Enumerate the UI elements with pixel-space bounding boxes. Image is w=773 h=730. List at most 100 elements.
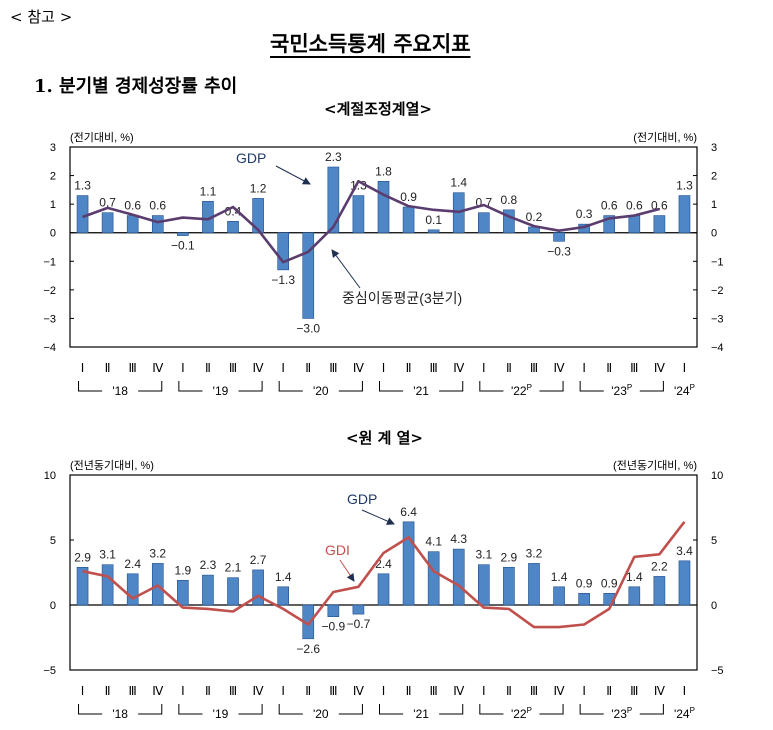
chart2-title: <원 계 열> xyxy=(346,429,423,447)
y-tick-right: −4 xyxy=(711,342,724,354)
year-bracket xyxy=(479,381,504,392)
x-tick-quarter: Ⅱ xyxy=(506,361,512,375)
x-tick-quarter: Ⅲ xyxy=(630,361,638,375)
x-tick-quarter: Ⅱ xyxy=(205,361,211,375)
x-year-label: '24P xyxy=(674,706,695,721)
chart1-title: <계절조정계열> xyxy=(324,100,432,118)
section-heading: 1. 분기별 경제성장률 추이 xyxy=(34,76,238,97)
x-tick-quarter: Ⅱ xyxy=(406,684,412,698)
data-label: 1.4 xyxy=(626,570,643,584)
bar-gdp xyxy=(678,560,691,606)
y-tick-right: 0 xyxy=(711,228,717,240)
bar-gdp xyxy=(427,229,440,234)
preliminary-mark: P xyxy=(627,383,632,392)
x-year-label: '22P xyxy=(511,383,532,398)
year-bracket xyxy=(539,381,564,392)
data-label: 1.1 xyxy=(200,184,217,198)
bar-gdp xyxy=(227,220,239,234)
data-label: 3.1 xyxy=(99,548,116,562)
bar-gdp xyxy=(653,215,666,234)
y-tick-right: 10 xyxy=(711,470,723,482)
x-tick-quarter: Ⅱ xyxy=(606,361,612,375)
data-label: 4.1 xyxy=(425,535,442,549)
data-label: 2.1 xyxy=(225,561,242,575)
data-label: 0.1 xyxy=(425,213,442,227)
year-bracket xyxy=(439,704,464,715)
x-tick-quarter: Ⅰ xyxy=(81,361,85,375)
x-tick-quarter: Ⅳ xyxy=(654,361,665,375)
y-tick-left: −5 xyxy=(43,665,56,677)
x-tick-quarter: Ⅳ xyxy=(253,684,264,698)
data-label: 1.8 xyxy=(375,164,392,178)
data-label: 1.2 xyxy=(250,181,267,195)
plot-frame xyxy=(69,474,698,671)
x-tick-quarter: Ⅱ xyxy=(406,361,412,375)
x-tick-quarter: Ⅲ xyxy=(630,684,638,698)
annotation-arrow xyxy=(331,249,361,289)
x-tick-quarter: Ⅱ xyxy=(506,684,512,698)
data-label: 2.9 xyxy=(74,550,91,564)
y-tick-right: 0 xyxy=(711,600,717,612)
y-tick-right: −5 xyxy=(711,665,724,677)
y-tick-right: −3 xyxy=(711,313,724,325)
x-tick-quarter: Ⅳ xyxy=(554,684,565,698)
year-bracket xyxy=(579,381,604,392)
x-tick-quarter: Ⅳ xyxy=(453,684,464,698)
year-bracket xyxy=(439,381,464,392)
preliminary-mark: P xyxy=(690,383,695,392)
bar-gdp xyxy=(402,521,415,606)
bar-gdp xyxy=(478,564,490,606)
data-label: 2.4 xyxy=(124,557,141,571)
y-tick-left: 0 xyxy=(50,600,56,612)
bar-gdp xyxy=(177,579,189,606)
bar-gdp xyxy=(553,586,565,606)
data-label: 2.9 xyxy=(501,550,518,564)
y-tick-right: −2 xyxy=(711,285,724,297)
bar-gdp xyxy=(553,232,565,242)
year-bracket xyxy=(78,381,103,392)
data-label: 0.9 xyxy=(400,190,417,204)
year-bracket xyxy=(178,704,203,715)
preliminary-mark: P xyxy=(527,383,532,392)
x-tick-quarter: Ⅱ xyxy=(606,684,612,698)
y-tick-left: 2 xyxy=(50,171,56,183)
year-bracket xyxy=(338,381,363,392)
data-label: 0.7 xyxy=(99,196,116,210)
x-tick-quarter: Ⅳ xyxy=(253,361,264,375)
year-bracket xyxy=(639,381,664,392)
x-tick-quarter: Ⅰ xyxy=(582,361,586,375)
x-tick-quarter: Ⅰ xyxy=(281,361,285,375)
data-label: 0.6 xyxy=(626,199,643,213)
data-label: 0.8 xyxy=(501,193,518,207)
year-bracket xyxy=(138,704,163,715)
data-label: 1.4 xyxy=(551,570,568,584)
preliminary-mark: P xyxy=(527,706,532,715)
data-label: 0.6 xyxy=(149,199,166,213)
data-label: 1.9 xyxy=(175,563,192,577)
bar-gdp xyxy=(653,576,666,606)
year-bracket xyxy=(238,381,263,392)
x-tick-quarter: Ⅱ xyxy=(305,684,311,698)
data-label: 1.4 xyxy=(450,176,467,190)
bar-gdp xyxy=(528,563,540,606)
x-year-label: '24P xyxy=(674,383,695,398)
x-year-label: '19 xyxy=(213,707,229,721)
reference-label: < 참고 > xyxy=(10,8,73,26)
x-tick-quarter: Ⅰ xyxy=(382,361,386,375)
y-tick-left: −4 xyxy=(43,342,56,354)
bar-gdp xyxy=(628,215,641,234)
bar-gdp xyxy=(327,604,340,617)
x-tick-quarter: Ⅲ xyxy=(530,684,538,698)
year-bracket xyxy=(178,381,203,392)
year-bracket xyxy=(78,704,103,715)
y-tick-right: 2 xyxy=(711,171,717,183)
y-axis-label-right: (전년동기대비, %) xyxy=(613,459,697,472)
y-tick-left: −3 xyxy=(43,313,56,325)
data-label: 0.9 xyxy=(601,576,618,590)
data-label: 0.3 xyxy=(576,207,593,221)
bar-gdp xyxy=(227,577,239,606)
x-tick-quarter: Ⅰ xyxy=(582,684,586,698)
bar-gdp xyxy=(277,232,289,271)
data-label: 0.6 xyxy=(601,199,618,213)
